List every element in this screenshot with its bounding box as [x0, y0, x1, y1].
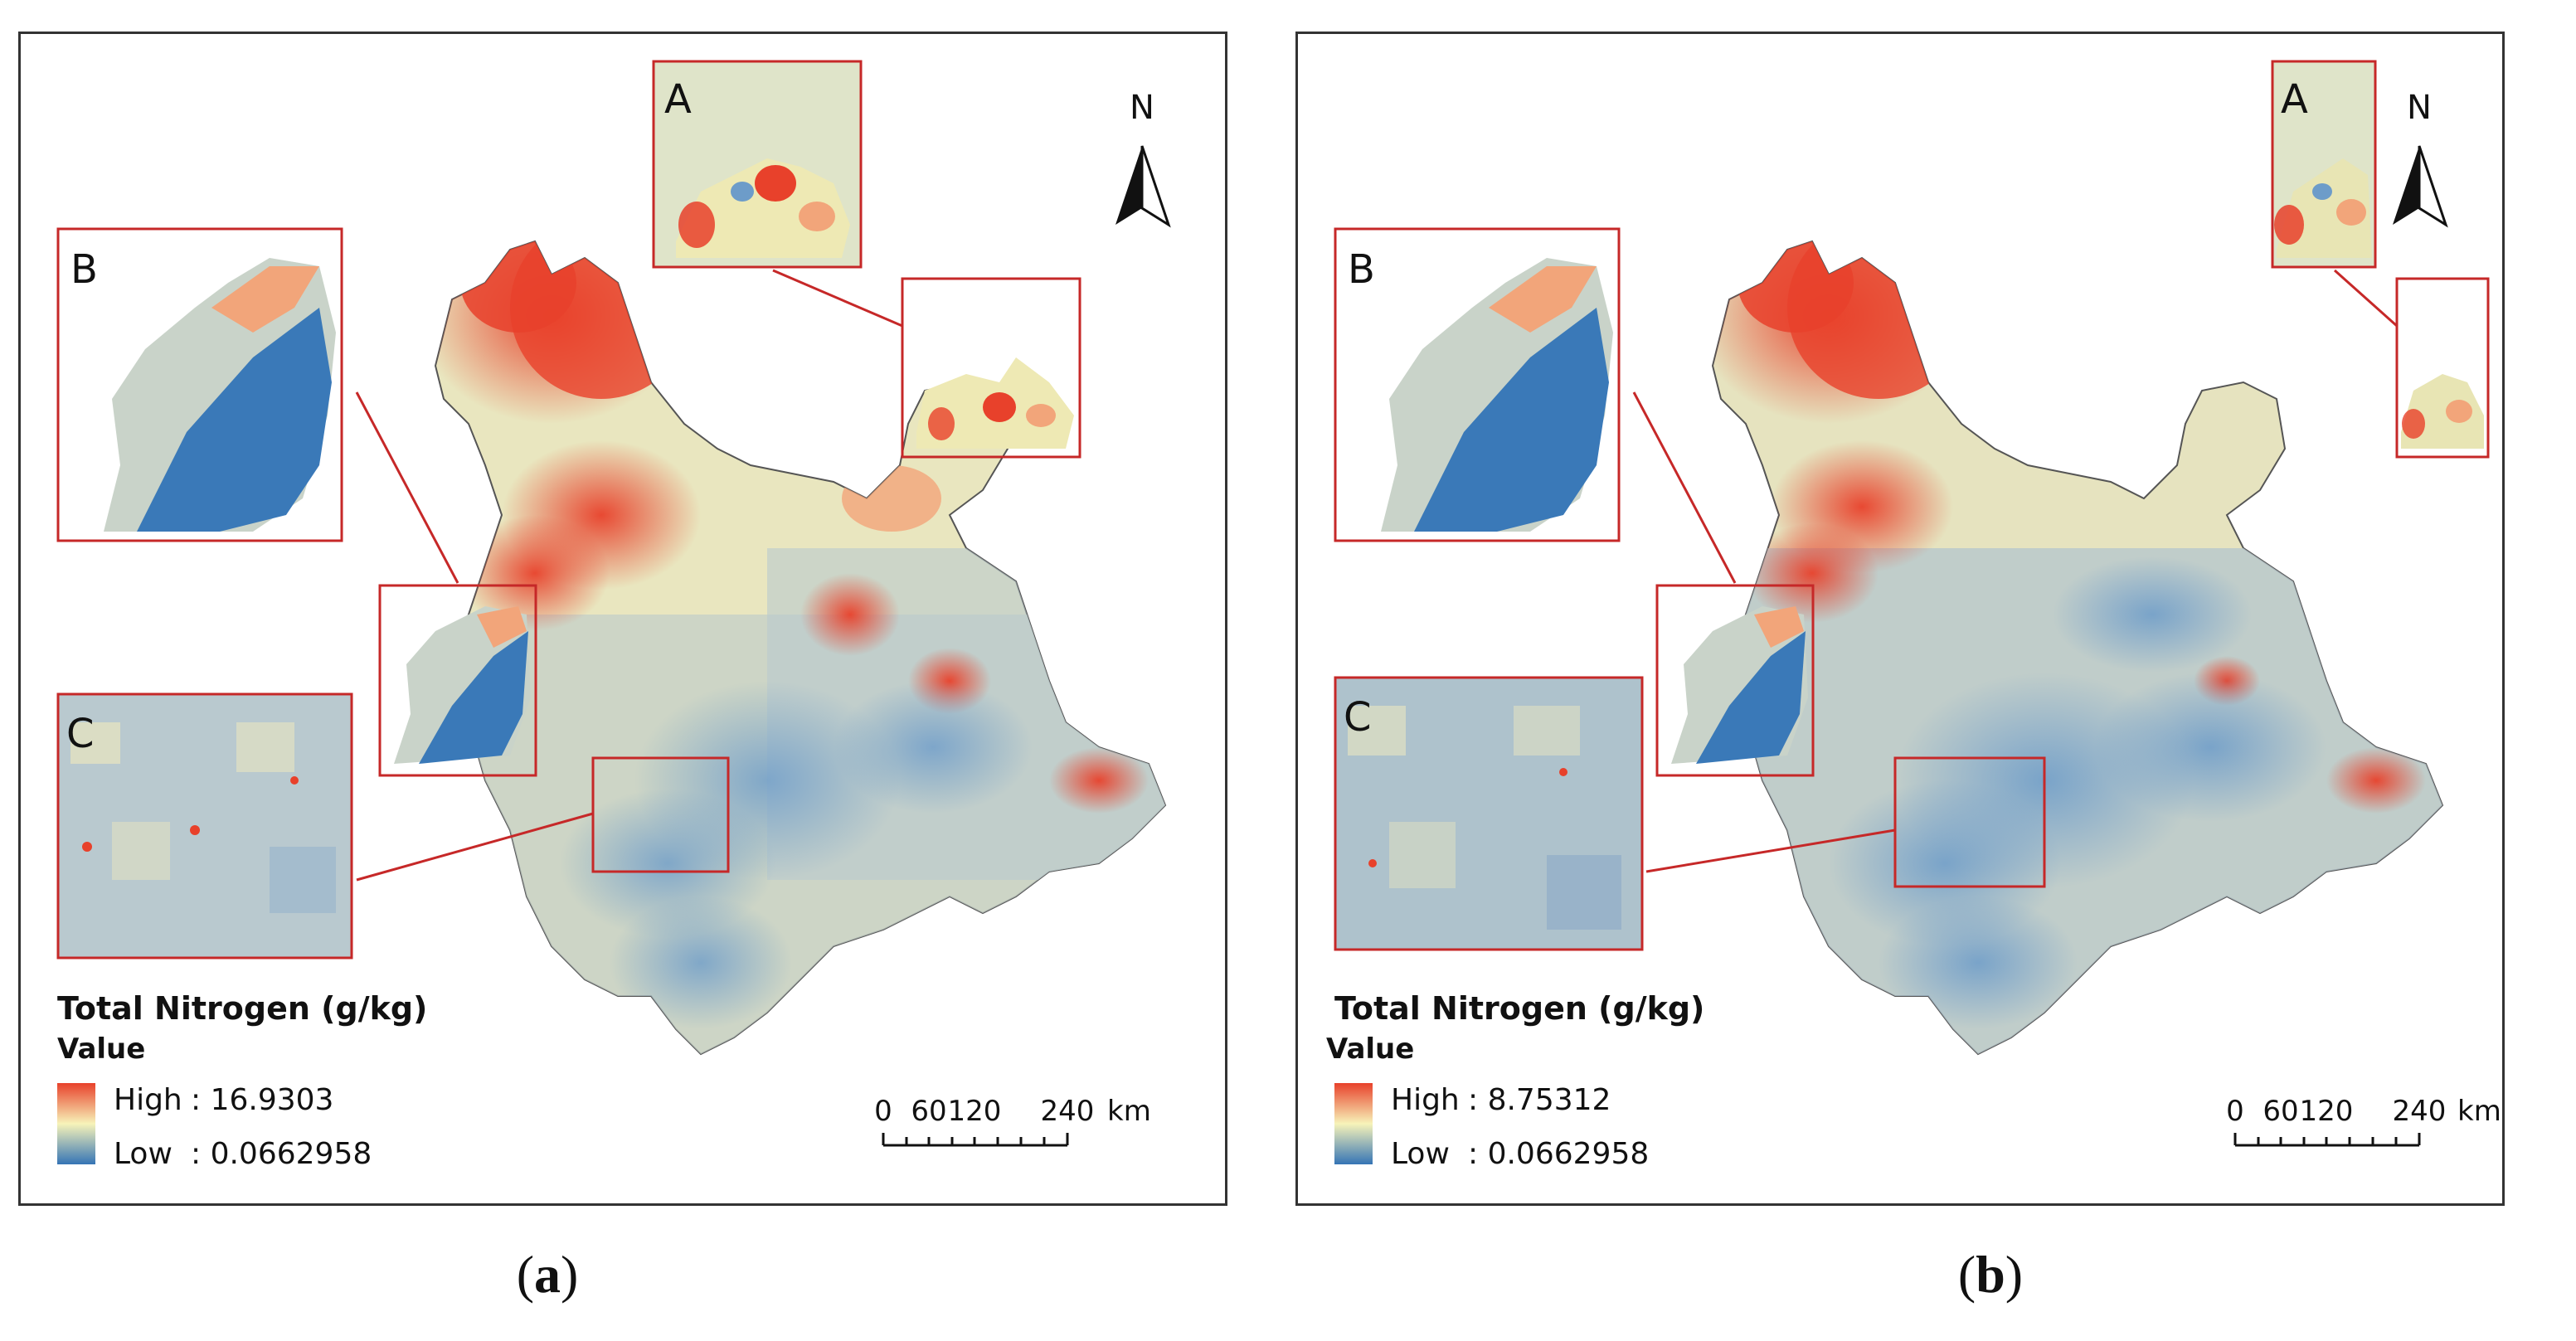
inset-c-connector [1645, 828, 1896, 873]
inset-b: B [1334, 227, 1621, 542]
inset-c-source-box [1893, 756, 2046, 888]
map-canvas-a: A B C N T [56, 60, 1171, 1171]
inset-b-connector [355, 391, 459, 584]
inset-b-source-box [378, 584, 537, 777]
legend-a: Total Nitrogen (g/kg) Value High : 16.93… [57, 990, 427, 1171]
inset-a-label: A [664, 76, 692, 123]
map-canvas-b: A B C N Total Nitro [1326, 60, 2501, 1171]
legend-low-label: Low [1391, 1137, 1450, 1171]
inset-a-source-box [901, 277, 1081, 459]
inset-a: A [652, 60, 863, 269]
legend-high-label: High [1391, 1083, 1460, 1117]
caption-b-close: ) [2005, 1245, 2024, 1304]
north-arrow-icon: N [1115, 89, 1171, 228]
legend-high-label: High [114, 1083, 182, 1117]
inset-c-connector [356, 812, 594, 882]
inset-c-label: C [66, 711, 95, 757]
legend-subtitle: Value [57, 1032, 145, 1066]
legend-b: Total Nitrogen (g/kg) Value High : 8.753… [1326, 990, 1704, 1171]
caption-a-letter: a [534, 1245, 561, 1304]
scale-unit: km [2457, 1095, 2501, 1128]
legend-high-value: : 8.75312 [1468, 1083, 1611, 1117]
caption-a: (a) [464, 1244, 630, 1305]
inset-a: A [2271, 60, 2377, 269]
caption-b: (b) [1908, 1244, 2073, 1305]
north-arrow-icon: N [2393, 89, 2448, 228]
legend-title: Total Nitrogen (g/kg) [57, 990, 427, 1027]
inset-c: C [56, 692, 353, 960]
scale-tick-60: 60 [2263, 1095, 2298, 1128]
inset-c-source-box [591, 756, 730, 873]
north-label: N [1130, 89, 1154, 127]
scale-tick-0: 0 [874, 1095, 892, 1128]
scale-bar-b: 0 60 120 240 km [2226, 1095, 2501, 1147]
map-panel-b: A B C N Total Nitro [1295, 32, 2505, 1206]
legend-low-label: Low [114, 1137, 173, 1171]
scale-unit: km [1107, 1095, 1151, 1128]
inset-a-connector [772, 269, 903, 328]
caption-b-open: ( [1957, 1245, 1976, 1304]
inset-b-label: B [1348, 246, 1375, 293]
inset-b-source-box [1655, 584, 1815, 777]
scale-tick-240: 240 [1041, 1095, 1095, 1128]
legend-high-value: : 16.9303 [191, 1083, 333, 1117]
scale-tick-60: 60 [911, 1095, 946, 1128]
inset-c-label: C [1344, 694, 1372, 741]
legend-color-ramp [1334, 1083, 1373, 1164]
inset-b-label: B [70, 246, 98, 293]
inset-b-connector [1632, 391, 1737, 584]
map-panel-a: A B C N T [18, 32, 1227, 1206]
caption-b-letter: b [1976, 1245, 2005, 1304]
north-label: N [2407, 89, 2432, 127]
inset-a-label: A [2281, 76, 2308, 123]
legend-low-value: : 0.0662958 [1468, 1137, 1649, 1171]
scale-tick-0: 0 [2226, 1095, 2244, 1128]
scale-tick-120: 120 [2300, 1095, 2354, 1128]
legend-subtitle: Value [1326, 1032, 1414, 1066]
inset-a-source-box [2395, 277, 2490, 459]
legend-color-ramp [57, 1083, 95, 1164]
legend-title: Total Nitrogen (g/kg) [1334, 990, 1704, 1027]
inset-a-connector [2334, 269, 2398, 328]
scale-tick-120: 120 [948, 1095, 1002, 1128]
legend-low-value: : 0.0662958 [191, 1137, 372, 1171]
inset-b: B [56, 227, 343, 542]
caption-a-open: ( [516, 1245, 534, 1304]
scale-bar-a: 0 60 120 240 km [874, 1095, 1151, 1147]
caption-a-close: ) [561, 1245, 579, 1304]
scale-tick-240: 240 [2393, 1095, 2447, 1128]
inset-c: C [1334, 676, 1644, 951]
